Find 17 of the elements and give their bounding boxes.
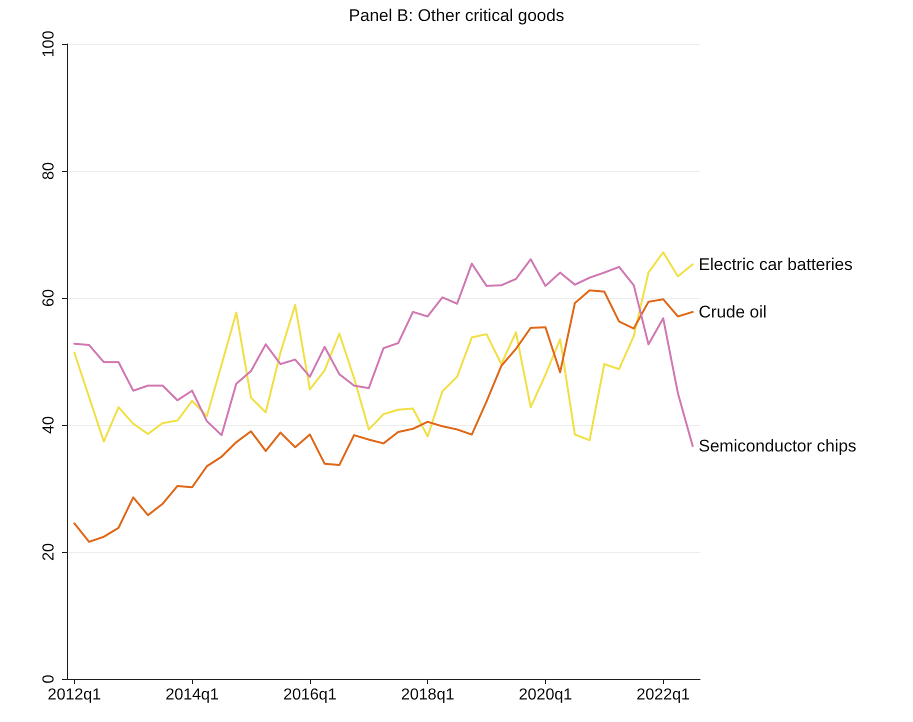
chart-title: Panel B: Other critical goods [348, 6, 564, 25]
y-tick-label: 0 [40, 674, 58, 684]
y-tick-label: 60 [40, 289, 58, 307]
y-tick-label: 20 [40, 543, 58, 561]
series-label: Electric car batteries [698, 254, 853, 274]
y-tick-label: 100 [40, 30, 58, 58]
line-series [73, 289, 694, 543]
x-tick-label: 2012q1 [48, 686, 102, 704]
series-label: Semiconductor chips [698, 436, 856, 456]
y-tick-label: 80 [40, 162, 58, 180]
x-tick-label: 2014q1 [165, 686, 219, 704]
series-label: Crude oil [698, 302, 767, 322]
x-tick-label: 2022q1 [636, 686, 690, 704]
x-tick-label: 2020q1 [518, 686, 572, 704]
x-tick-label: 2018q1 [400, 686, 454, 704]
y-tick-label: 40 [40, 416, 58, 434]
x-tick-label: 2016q1 [283, 686, 337, 704]
